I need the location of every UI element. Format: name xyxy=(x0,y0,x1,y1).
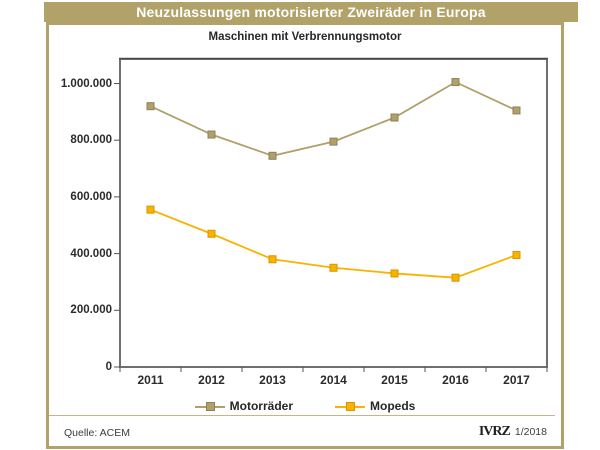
data-point-motorräder-2014 xyxy=(329,137,338,146)
y-tick-label: 400.000 xyxy=(70,247,112,260)
data-point-mopeds-2015 xyxy=(390,269,399,278)
legend-item-mopeds: Mopeds xyxy=(335,399,415,413)
x-tick-label: 2014 xyxy=(320,373,347,387)
data-point-motorräder-2016 xyxy=(451,78,460,87)
y-tick-label: 1.000.000 xyxy=(60,77,112,90)
x-tick-label: 2013 xyxy=(259,373,286,387)
publisher-logo: IVRZ xyxy=(478,424,511,439)
legend-label: Mopeds xyxy=(370,399,416,413)
data-point-mopeds-2017 xyxy=(512,251,521,260)
legend-label: Motorräder xyxy=(229,399,293,413)
data-point-motorräder-2011 xyxy=(146,102,155,111)
y-tick-label: 0 xyxy=(105,361,112,373)
issue-number: 1/2018 xyxy=(514,426,547,438)
page-title: Neuzulassungen motorisierter Zweiräder i… xyxy=(44,2,578,22)
mopeds-marker-icon xyxy=(335,401,365,411)
data-point-mopeds-2013 xyxy=(268,255,277,264)
y-tick-label: 600.000 xyxy=(70,190,112,203)
data-point-motorräder-2015 xyxy=(390,113,399,122)
data-point-mopeds-2014 xyxy=(329,263,338,272)
data-point-mopeds-2016 xyxy=(451,273,460,282)
x-tick-label: 2017 xyxy=(503,373,530,387)
plot-area xyxy=(119,58,548,368)
x-tick-label: 2011 xyxy=(137,373,164,387)
data-point-motorräder-2012 xyxy=(207,130,216,139)
data-point-motorräder-2013 xyxy=(268,151,277,160)
x-tick-label: 2016 xyxy=(442,373,469,387)
source-credit: Quelle: ACEM xyxy=(64,427,130,439)
legend-item-motorraeder: Motorräder xyxy=(194,399,293,413)
publisher-brand: IVRZ 1/2018 xyxy=(479,424,547,440)
y-tick-label: 200.000 xyxy=(70,304,112,317)
data-point-mopeds-2011 xyxy=(146,205,155,214)
x-tick-label: 2012 xyxy=(198,373,225,387)
footer-divider xyxy=(49,415,555,416)
data-point-motorräder-2017 xyxy=(512,106,521,115)
y-tick-label: 800.000 xyxy=(70,134,112,147)
chart-legend: Motorräder Mopeds xyxy=(46,398,564,414)
chart-subtitle: Maschinen mit Verbrennungsmotor xyxy=(208,31,402,43)
x-tick-label: 2015 xyxy=(381,373,408,387)
data-point-mopeds-2012 xyxy=(207,229,216,238)
motorraeder-marker-icon xyxy=(194,401,225,411)
